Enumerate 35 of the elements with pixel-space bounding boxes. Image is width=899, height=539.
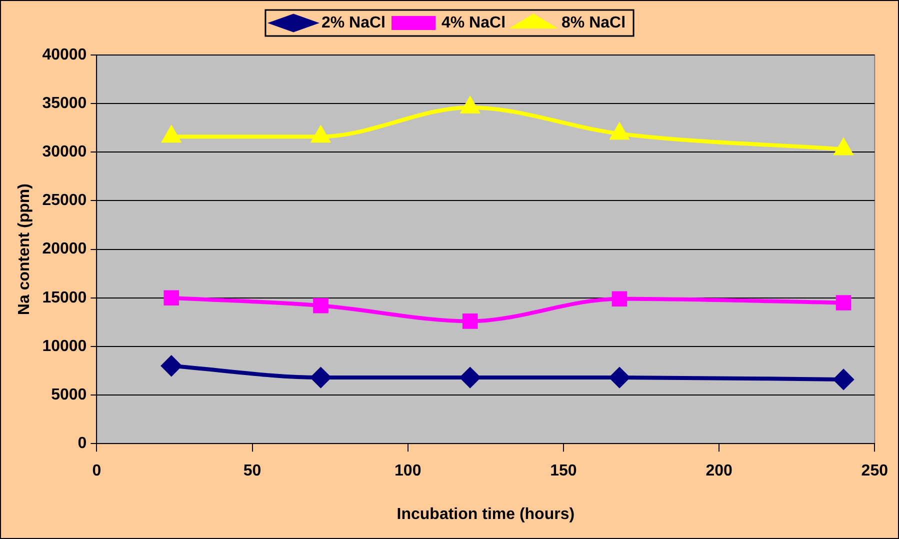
point: [161, 356, 182, 376]
point: [460, 368, 480, 388]
point: [836, 295, 852, 310]
y-axis-title: Na content (ppm): [16, 184, 34, 316]
point: [312, 126, 330, 143]
point: [164, 290, 180, 306]
point: [834, 139, 852, 156]
point: [461, 97, 480, 114]
legend-label: 2% NaCl: [321, 14, 386, 32]
x-tick-label: 200: [706, 462, 733, 480]
legend-label: 4% NaCl: [441, 14, 506, 32]
point: [462, 314, 478, 329]
y-tick-label: 15000: [42, 289, 87, 306]
point: [612, 291, 628, 307]
point: [609, 368, 630, 388]
point: [313, 298, 328, 314]
x-tick-label: 0: [92, 462, 102, 480]
y-tick-label: 40000: [42, 46, 87, 64]
point: [162, 126, 180, 143]
y-tick-label: 0: [78, 435, 87, 452]
x-tick-label: 100: [394, 462, 422, 480]
x-axis-title: Incubation time (hours): [396, 506, 575, 523]
y-tick-label: 5000: [51, 386, 87, 404]
point: [310, 368, 331, 388]
point: [610, 124, 628, 140]
legend-label: 8% NaCl: [562, 14, 626, 32]
y-tick-label: 10000: [42, 338, 87, 355]
y-tick-label: 20000: [42, 240, 87, 258]
x-tick-label: 250: [861, 462, 888, 480]
y-tick-label: 25000: [42, 192, 87, 210]
y-tick-label: 30000: [42, 144, 87, 161]
x-tick-label: 150: [550, 462, 577, 480]
y-tick-label: 35000: [42, 94, 87, 112]
x-tick-label: 50: [243, 462, 262, 480]
point: [834, 369, 854, 390]
